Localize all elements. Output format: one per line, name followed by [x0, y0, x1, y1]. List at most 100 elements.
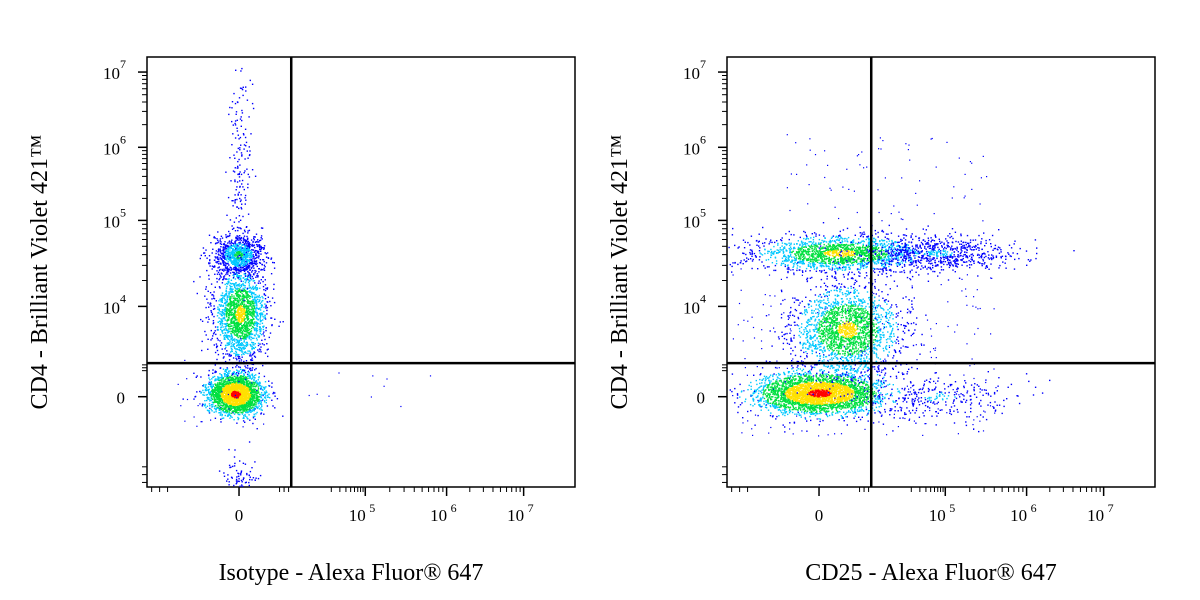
data-point: [250, 352, 251, 353]
data-point: [223, 395, 224, 396]
data-point: [231, 403, 232, 404]
data-point: [215, 394, 216, 395]
data-point: [214, 412, 215, 413]
data-point: [226, 385, 227, 386]
data-point: [259, 394, 260, 395]
data-point: [228, 398, 229, 399]
data-point: [205, 289, 206, 290]
data-point: [214, 397, 215, 398]
data-point: [227, 373, 228, 374]
data-point: [217, 390, 218, 391]
data-point: [239, 358, 240, 359]
data-point: [223, 369, 224, 370]
data-point: [232, 272, 233, 273]
data-point: [229, 418, 230, 419]
data-point: [225, 381, 226, 382]
data-point: [256, 312, 257, 313]
data-point: [220, 368, 221, 369]
data-point: [221, 376, 222, 377]
data-point: [254, 389, 255, 390]
data-point: [239, 410, 240, 411]
data-point: [247, 418, 248, 419]
data-point: [232, 380, 233, 381]
data-point: [220, 386, 221, 387]
data-point: [260, 282, 261, 283]
data-point: [250, 394, 251, 395]
data-point: [249, 375, 250, 376]
data-point: [220, 419, 221, 420]
data-point: [250, 412, 251, 413]
data-point: [261, 404, 262, 405]
data-point: [235, 366, 236, 367]
data-point: [265, 393, 266, 394]
data-point: [234, 272, 235, 273]
data-point: [231, 393, 232, 394]
data-point: [253, 379, 254, 380]
data-point: [210, 310, 211, 311]
data-point: [245, 409, 246, 410]
data-point: [211, 384, 212, 385]
data-point: [254, 377, 255, 378]
data-point: [253, 236, 254, 237]
data-point: [225, 353, 226, 354]
data-point: [250, 399, 251, 400]
data-point: [212, 389, 213, 390]
data-point: [236, 285, 237, 286]
data-point: [215, 352, 216, 353]
data-point: [217, 402, 218, 403]
data-point: [210, 339, 211, 340]
data-point: [236, 372, 237, 373]
data-point: [233, 378, 234, 379]
data-point: [203, 392, 204, 393]
data-point: [233, 407, 234, 408]
data-point: [247, 389, 248, 390]
data-point: [261, 279, 262, 280]
data-point: [221, 409, 222, 410]
data-point: [214, 372, 215, 373]
data-point: [250, 384, 251, 385]
data-point: [231, 349, 232, 350]
data-point: [259, 318, 260, 319]
data-point: [228, 388, 229, 389]
data-point: [274, 407, 275, 408]
data-point: [238, 403, 239, 404]
data-point: [242, 388, 243, 389]
data-point: [217, 386, 218, 387]
data-point: [261, 296, 262, 297]
data-point: [241, 398, 242, 399]
data-point: [245, 392, 246, 393]
data-point: [239, 397, 240, 398]
data-point: [211, 404, 212, 405]
data-point: [271, 382, 272, 383]
data-point: [242, 385, 243, 386]
data-point: [220, 345, 221, 346]
data-point: [240, 332, 241, 333]
data-point: [250, 387, 251, 388]
data-point: [254, 416, 255, 417]
data-point: [229, 340, 230, 341]
data-point: [222, 396, 223, 397]
data-point: [235, 412, 236, 413]
data-point: [224, 412, 225, 413]
data-point: [213, 391, 214, 392]
data-point: [229, 317, 230, 318]
data-point: [253, 392, 254, 393]
data-point: [220, 311, 221, 312]
data-point: [237, 379, 238, 380]
data-point: [202, 405, 203, 406]
data-point: [232, 382, 233, 383]
data-point: [215, 364, 216, 365]
data-point: [226, 392, 227, 393]
data-point: [228, 264, 229, 265]
data-point: [224, 400, 225, 401]
data-point: [251, 402, 252, 403]
data-point: [217, 397, 218, 398]
data-point: [282, 416, 283, 417]
data-point: [218, 380, 219, 381]
data-point: [218, 412, 219, 413]
data-point: [234, 409, 235, 410]
data-point: [254, 410, 255, 411]
data-point: [243, 329, 244, 330]
data-point: [235, 411, 236, 412]
data-point: [269, 385, 270, 386]
